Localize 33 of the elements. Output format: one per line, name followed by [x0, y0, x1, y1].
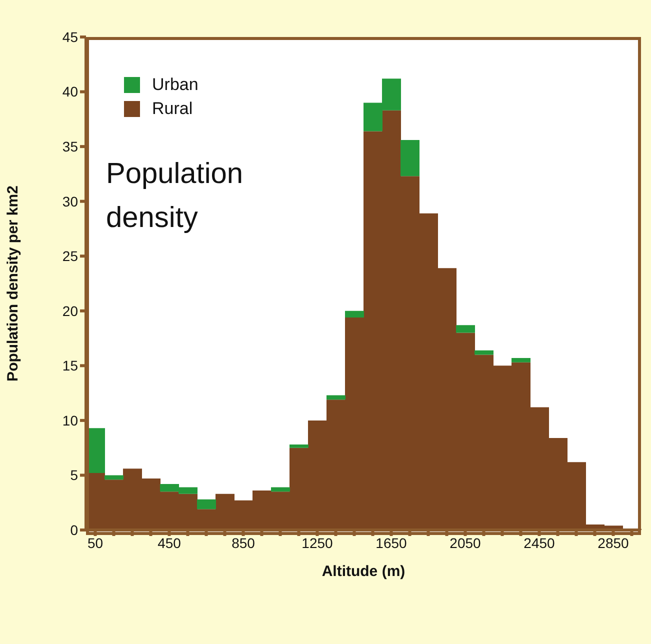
bar	[456, 325, 475, 333]
y-tick-label: 10	[62, 412, 78, 428]
x-tick-label: 450	[158, 534, 182, 551]
bar	[271, 487, 290, 492]
bar	[345, 310, 364, 318]
x-tick-label: 2450	[524, 534, 556, 551]
y-tick-label: 35	[62, 138, 78, 155]
x-tick-label: 2050	[450, 534, 482, 551]
y-tick-label: 25	[62, 248, 78, 264]
text: Population density	[106, 157, 244, 236]
x-tick-label: 1250	[302, 534, 334, 551]
bar	[512, 358, 530, 362]
bar	[290, 444, 308, 448]
y-tick-label: 15	[62, 358, 78, 374]
x-tick-label: 1650	[376, 534, 408, 551]
bar	[400, 140, 420, 176]
bar	[326, 395, 346, 400]
y-axis-title: Population density per km2	[4, 186, 22, 382]
y-tick-label: 30	[62, 193, 78, 210]
bar	[197, 499, 216, 510]
x-tick-label: 850	[232, 534, 256, 551]
bar	[474, 350, 494, 355]
y-tick-label: 40	[62, 84, 78, 100]
y-tick-label: 0	[70, 522, 78, 538]
x-tick-label: 50	[87, 534, 104, 551]
y-tick-label: 20	[62, 302, 78, 319]
y-tick-label: 5	[70, 467, 78, 484]
bar	[104, 475, 124, 480]
legend-label: Rural	[152, 99, 193, 119]
x-axis-title: Altitude (m)	[322, 563, 406, 580]
y-tick-label: 45	[62, 28, 78, 45]
legend-label: Urban	[152, 75, 198, 95]
x-tick-label: 2850	[598, 534, 630, 551]
